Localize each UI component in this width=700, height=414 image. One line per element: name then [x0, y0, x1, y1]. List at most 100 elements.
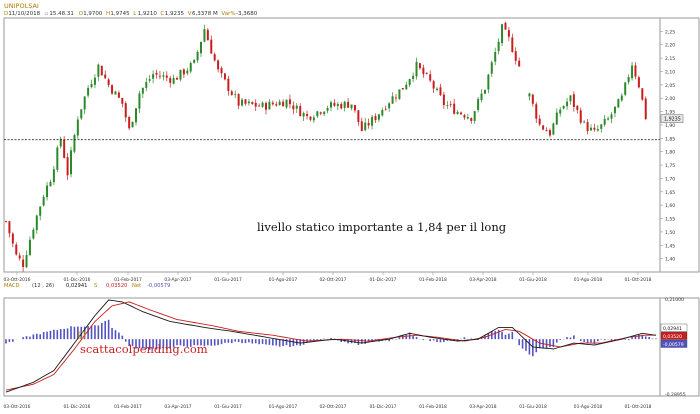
header-row: D 11/10/2018 ▫ 15.48.31 O 1,9700 H 1,9745 L 1,921…	[4, 11, 258, 17]
main-xtick-label: 03-Apr-2018	[469, 277, 496, 283]
candle-body	[473, 111, 476, 121]
candle-body	[70, 150, 72, 175]
ytick-label: 1,95	[665, 110, 675, 116]
header-low-label: L	[133, 11, 137, 17]
candle-body	[309, 116, 312, 120]
macd-xtick-label: 01-Ott-2018	[625, 404, 652, 410]
chart-title: UNIPOLSAI	[4, 2, 39, 10]
candle-body	[401, 88, 404, 90]
candle-body	[480, 93, 483, 100]
candle-body	[220, 68, 223, 74]
candle-body	[152, 74, 155, 79]
candle-body	[644, 98, 647, 120]
main-xtick-label: 01-Dic-2016	[64, 277, 91, 283]
candle-body	[456, 111, 459, 115]
candle-body	[637, 77, 640, 88]
header-volume-label: V	[188, 11, 192, 17]
candle-body	[76, 119, 79, 136]
header-time: 15.48.31	[49, 11, 74, 17]
candle-body	[453, 103, 456, 114]
candle-body	[590, 127, 592, 131]
macd-params: (12 , 26)	[32, 283, 54, 289]
candle-body	[572, 94, 575, 107]
main-xtick-label: 01-Ago-2018	[574, 277, 603, 283]
candle-body	[336, 104, 339, 106]
candle-body	[442, 94, 445, 106]
candle-body	[196, 52, 199, 61]
candle-body	[432, 81, 435, 89]
main-xtick-label: 01-Feb-2018	[419, 277, 447, 283]
candle-body	[193, 59, 196, 63]
header-volume: 6,3378 M	[192, 11, 218, 17]
candle-body	[11, 233, 14, 244]
header-low: 1,9210	[138, 11, 158, 17]
candle-body	[620, 95, 623, 101]
candle-body	[15, 244, 18, 255]
candle-body	[59, 138, 62, 147]
candle-body	[463, 115, 466, 118]
header-date-label: D	[4, 11, 8, 17]
ytick-label: 2,20	[665, 43, 675, 49]
candle-body	[169, 78, 172, 83]
candle-body	[607, 118, 610, 120]
candle-body	[254, 102, 257, 107]
macd-signal-box-label: 0,03520	[663, 334, 682, 340]
candle-body	[569, 95, 572, 102]
candle-body	[83, 96, 86, 110]
ytick-label: 1,80	[665, 150, 675, 156]
candle-body	[295, 105, 298, 109]
candle-body	[357, 110, 360, 122]
candle-body	[237, 94, 240, 106]
header-high-label: H	[106, 11, 110, 17]
header-high: 1,9745	[110, 11, 130, 17]
ytick-label: 1,90	[665, 123, 675, 129]
candle-body	[319, 112, 322, 114]
candle-body	[405, 84, 408, 90]
candle-body	[566, 101, 569, 107]
candle-body	[73, 135, 76, 152]
macd-value-box	[660, 323, 688, 332]
candle-body	[545, 130, 548, 132]
candle-body	[176, 77, 179, 80]
ytick-label: 1,50	[665, 230, 675, 236]
candle-body	[278, 101, 281, 106]
candle-body	[18, 255, 21, 259]
candle-body	[275, 104, 278, 106]
ytick-label: 1,75	[665, 163, 675, 169]
candle-body	[374, 116, 377, 121]
macd-value-box-label: 0,02941	[663, 326, 682, 332]
candle-body	[241, 99, 244, 106]
candle-body	[138, 93, 141, 109]
candle-body	[381, 110, 384, 116]
candle-body	[542, 125, 545, 130]
candle-body	[412, 75, 415, 79]
last-price-box	[660, 114, 684, 123]
candle-body	[576, 105, 579, 110]
candle-body	[124, 103, 127, 118]
macd-xtick-label: 01-Ago-2017	[269, 404, 298, 410]
candle-body	[312, 117, 315, 121]
candle-body	[52, 169, 55, 183]
macd-xtick-label: 01-Dic-2016	[64, 404, 91, 410]
ytick-label: 1,40	[665, 257, 675, 263]
watermark-square-icon	[78, 331, 86, 339]
candle-body	[371, 116, 374, 126]
macd-ytick-bottom: -0,28955	[665, 392, 686, 398]
candle-body	[466, 117, 469, 119]
macd-signal-value: 0,03520	[106, 283, 127, 289]
candle-body	[446, 104, 449, 106]
candle-body	[583, 121, 586, 123]
candle-body	[107, 79, 110, 85]
candle-body	[436, 88, 439, 90]
candle-body	[66, 157, 69, 176]
watermark-text: scattacolpending.com	[80, 342, 208, 356]
macd-xtick-label: 03-Apr-2018	[469, 404, 496, 410]
candle-body	[155, 72, 158, 75]
candle-body	[56, 147, 59, 170]
macd-line	[5, 299, 657, 393]
candle-body	[449, 104, 452, 106]
header-open-label: O	[79, 11, 84, 17]
candle-body	[114, 91, 117, 95]
main-panel-frame	[3, 17, 700, 273]
